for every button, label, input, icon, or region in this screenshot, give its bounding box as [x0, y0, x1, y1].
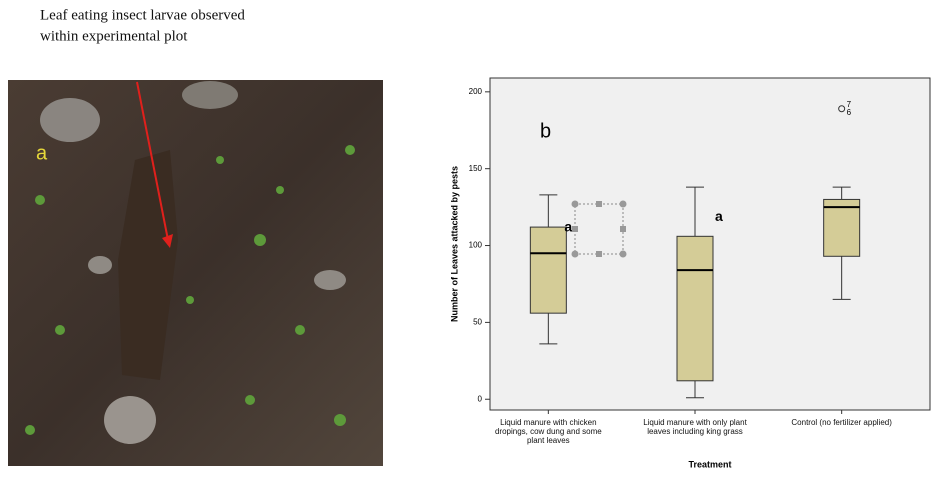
y-tick-label: 0 — [478, 394, 483, 403]
caption-line: Leaf eating insect larvae observed — [40, 7, 245, 23]
x-tick-label: Control (no fertilizer applied) — [791, 418, 892, 427]
x-tick-label-text: Control (no fertilizer applied) — [791, 418, 892, 427]
letter: a — [715, 208, 723, 224]
photo — [8, 80, 383, 466]
photo-label: a — [36, 142, 48, 164]
x-tick-label-text: Liquid manure with chicken dropings, cow… — [494, 418, 602, 445]
x-tick-label: Liquid manure with only plant leaves inc… — [643, 418, 747, 436]
annotation: b — [540, 120, 551, 142]
box — [529, 226, 567, 314]
handle — [619, 200, 627, 208]
handle — [571, 200, 579, 208]
x-tick-label: Liquid manure with chicken dropings, cow… — [494, 418, 602, 445]
handle — [572, 226, 578, 232]
y-tick-label: 50 — [473, 317, 482, 326]
handle — [619, 250, 627, 258]
y-tick-label: 200 — [469, 87, 483, 96]
y-axis-title: Number of Leaves attacked by pests — [449, 166, 459, 322]
plot: 0 50 100 150 200 Number of Leaves attacked by… — [449, 77, 931, 469]
outlier — [838, 105, 846, 113]
handle — [571, 250, 579, 258]
box — [823, 198, 861, 257]
letter: a — [564, 219, 572, 235]
handle — [596, 201, 602, 207]
y-tick-label: 100 — [469, 241, 483, 250]
outlier-label: 7 — [847, 100, 852, 109]
y-tick-label: 150 — [469, 164, 483, 173]
x-tick-label-text: Liquid manure with only plant leaves inc… — [643, 418, 747, 436]
x-axis-title: Treatment — [688, 459, 731, 469]
handle — [620, 226, 626, 232]
caption-line: within experimental plot — [40, 28, 188, 44]
handle — [596, 251, 602, 257]
box — [676, 235, 714, 382]
outlier-label: 6 — [847, 108, 852, 117]
